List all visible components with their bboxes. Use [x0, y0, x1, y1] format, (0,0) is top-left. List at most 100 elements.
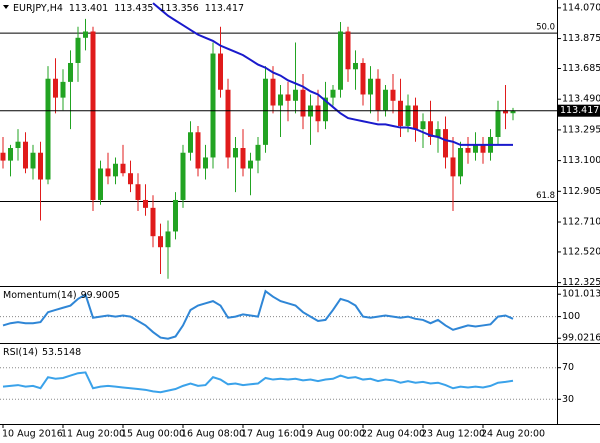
y-tick-label: 112.520 — [562, 246, 600, 257]
candle-body — [0, 152, 6, 161]
candle-body — [180, 152, 186, 200]
candle-body — [75, 37, 81, 63]
candle-body — [60, 81, 66, 98]
candle-body — [135, 184, 141, 200]
candle-body — [413, 105, 418, 130]
header-high: 113.435 — [114, 3, 153, 14]
candle-body — [203, 157, 208, 169]
x-tick-label: 10 Aug 2016 — [2, 429, 63, 440]
candle-body — [428, 121, 433, 137]
candle-body — [398, 100, 403, 126]
x-tick-label: 19 Aug 00:00 — [301, 429, 365, 440]
y-tick-label: 113.100 — [562, 155, 600, 166]
candle-body — [8, 148, 13, 161]
indicator-title: RSI(14) 53.5148 — [3, 347, 81, 358]
menu-icon — [3, 5, 9, 9]
fib-level-label: 50.0 — [536, 23, 555, 33]
candle-body — [30, 152, 36, 169]
candle-body — [83, 31, 88, 38]
candle-body — [38, 152, 43, 180]
candle-body — [128, 173, 133, 185]
candle-body — [263, 78, 268, 145]
chart-header: EURJPY,H4 113.401 113.435 113.356 113.417 — [13, 3, 244, 14]
candle-body — [23, 141, 28, 169]
indicator-title: Momentum(14) 99.9005 — [3, 290, 120, 301]
indicator-line — [2, 289, 514, 340]
y-tick-label: 114.070 — [562, 2, 600, 13]
price-label: 113.417 — [560, 105, 599, 116]
candle-body — [113, 163, 118, 177]
candle-body — [195, 132, 201, 169]
candle-body — [15, 141, 21, 149]
candle-body — [465, 148, 471, 153]
y-tick-label: 30 — [562, 394, 574, 405]
candle-body — [285, 94, 291, 101]
candle-body — [105, 168, 111, 177]
candle-body — [293, 89, 298, 101]
x-tick-label: 15 Aug 00:00 — [121, 429, 185, 440]
candle-body — [360, 62, 366, 95]
y-tick-label: 112.905 — [562, 186, 600, 197]
candle-body — [225, 89, 231, 158]
candle-body — [420, 121, 426, 130]
candle-body — [510, 110, 516, 114]
candle-body — [218, 53, 223, 90]
candle-body — [345, 31, 351, 70]
candle-body — [323, 97, 328, 122]
symbol: EURJPY,H4 — [13, 3, 63, 14]
candle-body — [173, 199, 178, 232]
y-tick-label: 112.325 — [562, 277, 600, 288]
price-box — [557, 104, 600, 117]
candle-body — [188, 132, 193, 153]
candle-body — [330, 89, 336, 98]
y-tick-label: 113.875 — [562, 33, 600, 44]
candle-body — [90, 31, 96, 200]
header-close: 113.417 — [205, 3, 244, 14]
candle-body — [473, 144, 478, 153]
candle-body — [435, 129, 441, 137]
candle-body — [480, 144, 486, 153]
y-tick-label: 113.490 — [562, 94, 600, 105]
y-tick-label: 101.0135 — [562, 289, 600, 300]
y-tick-label: 100 — [562, 311, 580, 322]
candle-body — [368, 78, 373, 95]
x-tick-label: 11 Aug 20:00 — [61, 429, 125, 440]
candle-body — [405, 105, 411, 126]
y-tick-label: 70 — [562, 362, 574, 373]
candle-body — [210, 53, 216, 158]
x-tick-label: 17 Aug 16:00 — [241, 429, 305, 440]
x-tick-label: 22 Aug 04:00 — [361, 429, 425, 440]
candle-body — [458, 148, 463, 177]
candle-body — [315, 105, 321, 122]
indicator-line — [2, 371, 514, 394]
candle-body — [98, 168, 103, 200]
candle-body — [255, 144, 261, 161]
header-low: 113.356 — [159, 3, 198, 14]
candle-body — [503, 110, 508, 114]
candle-body — [495, 110, 501, 137]
moving-average — [152, 2, 513, 146]
x-tick-label: 16 Aug 08:00 — [181, 429, 245, 440]
candle-body — [53, 78, 58, 98]
fib-level-label: 61.8 — [536, 191, 555, 201]
candle-body — [278, 94, 283, 106]
candle-body — [300, 89, 306, 117]
candle-body — [143, 199, 148, 208]
candle-body — [248, 160, 253, 169]
indicator-value: 53.5148 — [42, 347, 81, 358]
indicator-name: Momentum(14) — [3, 290, 77, 301]
y-tick-label: 113.295 — [562, 124, 600, 135]
y-tick-label: 113.685 — [562, 63, 600, 74]
candle-body — [233, 148, 238, 158]
y-tick-label: 99.0216 — [562, 333, 600, 344]
candle-body — [338, 31, 343, 90]
indicator-value: 99.9005 — [81, 290, 120, 301]
candle-body — [158, 236, 163, 248]
candle-body — [270, 78, 276, 106]
candle-body — [150, 207, 156, 237]
y-tick-label: 112.710 — [562, 217, 600, 228]
candle-body — [353, 62, 358, 70]
candle-body — [383, 89, 388, 111]
